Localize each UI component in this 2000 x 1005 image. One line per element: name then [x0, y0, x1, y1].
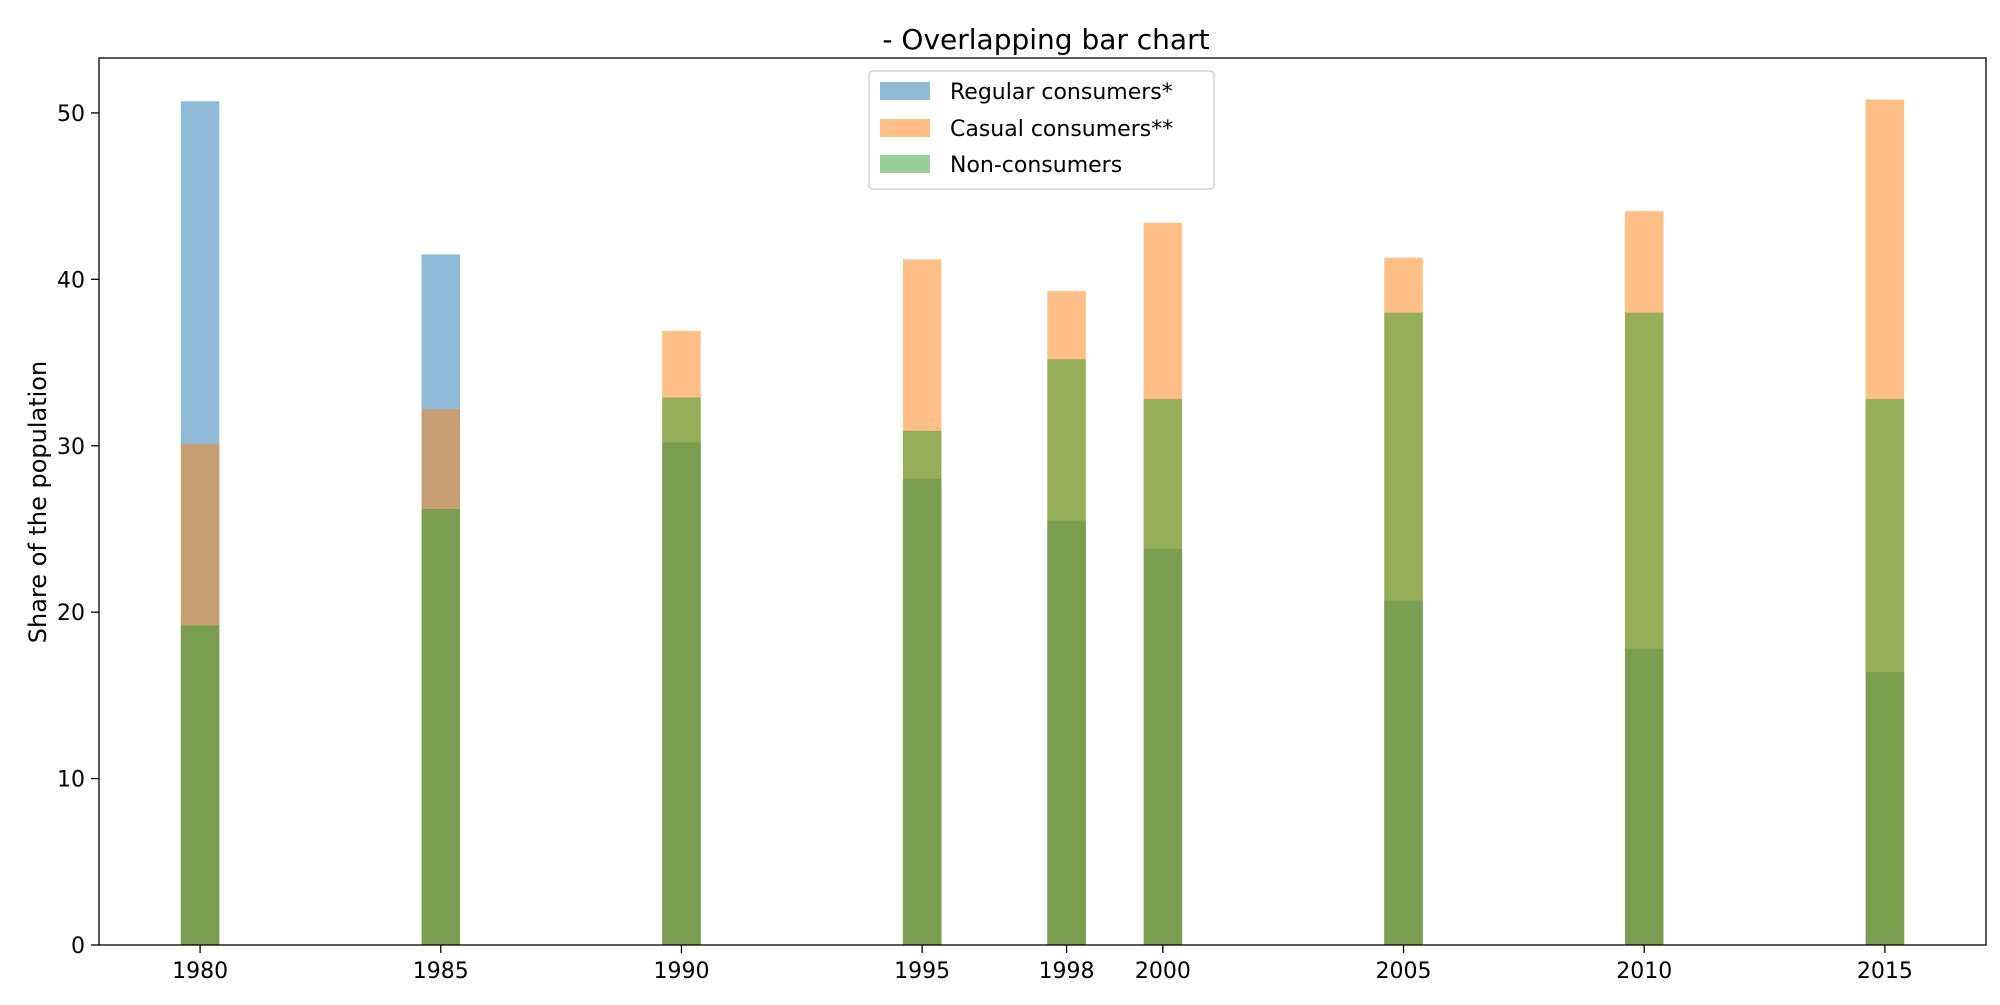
legend-label-regular-consumers: Regular consumers* [950, 80, 1173, 105]
y-tick-label-10: 10 [57, 768, 85, 793]
x-tick-label-1980: 1980 [172, 959, 228, 984]
y-tick-label-50: 50 [57, 102, 85, 127]
bar-non-consumers-1995 [902, 430, 942, 946]
legend: Regular consumers* Casual consumers** No… [868, 70, 1215, 190]
x-tick-label-1985: 1985 [413, 959, 469, 984]
y-tick-label-0: 0 [71, 934, 85, 959]
bar-non-consumers-2015 [1865, 399, 1905, 946]
series-non-consumers [180, 312, 1905, 946]
y-axis-ticks: 0 10 20 30 40 50 [57, 102, 99, 959]
bar-non-consumers-1985 [421, 508, 461, 945]
legend-swatch-regular-consumers [880, 82, 930, 100]
legend-label-non-consumers: Non-consumers [950, 153, 1122, 178]
x-tick-label-1990: 1990 [653, 959, 709, 984]
y-tick-label-30: 30 [57, 435, 85, 460]
x-axis-ticks: 1980 1985 1990 1995 1998 2000 2005 2010 2015 [172, 945, 1913, 984]
legend-swatch-non-consumers [880, 155, 930, 173]
y-axis-label: Share of the population [24, 361, 52, 643]
bar-non-consumers-1998 [1047, 359, 1086, 946]
legend-frame [868, 70, 1215, 190]
x-tick-label-2010: 2010 [1616, 959, 1672, 984]
chart-title: - Overlapping bar chart [882, 23, 1209, 56]
legend-swatch-casual-consumers [880, 119, 930, 137]
x-tick-label-2005: 2005 [1376, 959, 1432, 984]
y-tick-label-40: 40 [57, 268, 85, 293]
legend-label-casual-consumers: Casual consumers** [950, 117, 1173, 142]
bar-non-consumers-2000 [1143, 399, 1183, 946]
bar-non-consumers-2005 [1384, 312, 1423, 945]
y-tick-label-20: 20 [57, 601, 85, 626]
plot-area-frame [98, 57, 1987, 946]
x-tick-label-1995: 1995 [894, 959, 950, 984]
bar-non-consumers-2010 [1624, 312, 1664, 945]
x-tick-label-2015: 2015 [1857, 959, 1913, 984]
bars-layer [180, 99, 1905, 946]
bar-non-consumers-1990 [662, 397, 701, 945]
x-tick-label-1998: 1998 [1039, 959, 1095, 984]
bar-non-consumers-1980 [180, 625, 220, 945]
x-tick-label-2000: 2000 [1135, 959, 1191, 984]
